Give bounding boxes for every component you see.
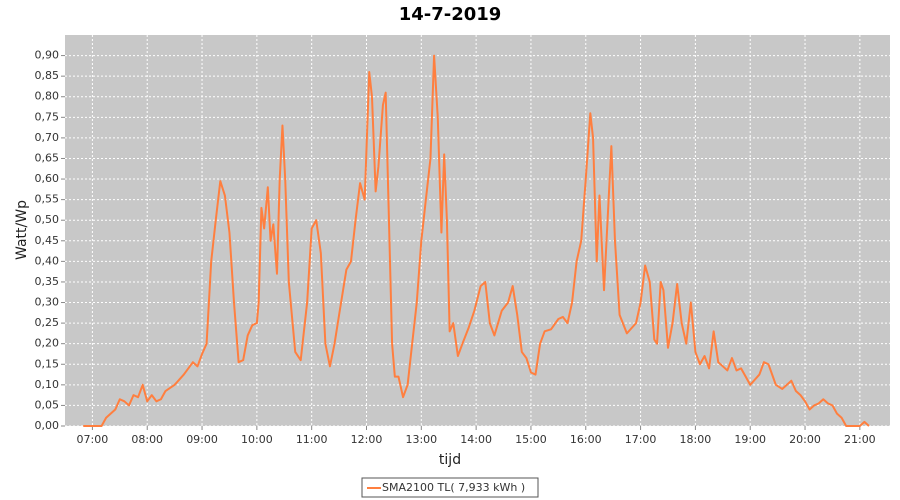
y-tick-label: 0,65 <box>35 151 60 164</box>
y-tick-label: 0,70 <box>35 131 60 144</box>
y-tick-label: 0,15 <box>35 357 60 370</box>
legend-label: SMA2100 TL( 7,933 kWh ) <box>382 481 525 494</box>
x-tick-label: 09:00 <box>186 433 218 446</box>
x-tick-label: 18:00 <box>680 433 712 446</box>
y-tick-label: 0,05 <box>35 398 60 411</box>
y-tick-label: 0,00 <box>35 419 60 432</box>
y-tick-label: 0,85 <box>35 69 60 82</box>
x-tick-label: 12:00 <box>351 433 383 446</box>
x-tick-label: 07:00 <box>77 433 109 446</box>
x-tick-label: 21:00 <box>844 433 876 446</box>
y-tick-label: 0,90 <box>35 49 60 62</box>
y-tick-label: 0,45 <box>35 234 60 247</box>
x-tick-label: 08:00 <box>131 433 163 446</box>
y-tick-label: 0,20 <box>35 337 60 350</box>
x-tick-label: 20:00 <box>789 433 821 446</box>
x-tick-label: 19:00 <box>734 433 766 446</box>
y-axis-label: Watt/Wp <box>14 200 30 260</box>
y-tick-label: 0,40 <box>35 254 60 267</box>
x-tick-label: 17:00 <box>625 433 657 446</box>
y-tick-label: 0,50 <box>35 213 60 226</box>
y-tick-label: 0,10 <box>35 378 60 391</box>
x-axis-label: tijd <box>439 452 461 468</box>
x-tick-label: 14:00 <box>460 433 492 446</box>
y-tick-label: 0,30 <box>35 296 60 309</box>
x-tick-label: 11:00 <box>296 433 328 446</box>
data-line <box>83 54 870 427</box>
y-tick-label: 0,75 <box>35 110 60 123</box>
y-tick-label: 0,60 <box>35 172 60 185</box>
y-tick-label: 0,55 <box>35 193 60 206</box>
legend <box>361 477 539 498</box>
x-tick-label: 10:00 <box>241 433 273 446</box>
y-tick-label: 0,80 <box>35 90 60 103</box>
x-tick-label: 16:00 <box>570 433 602 446</box>
y-tick-label: 0,35 <box>35 275 60 288</box>
x-tick-label: 15:00 <box>515 433 547 446</box>
chart-title: 14-7-2019 <box>399 4 502 25</box>
x-tick-label: 13:00 <box>405 433 437 446</box>
y-tick-label: 0,25 <box>35 316 60 329</box>
